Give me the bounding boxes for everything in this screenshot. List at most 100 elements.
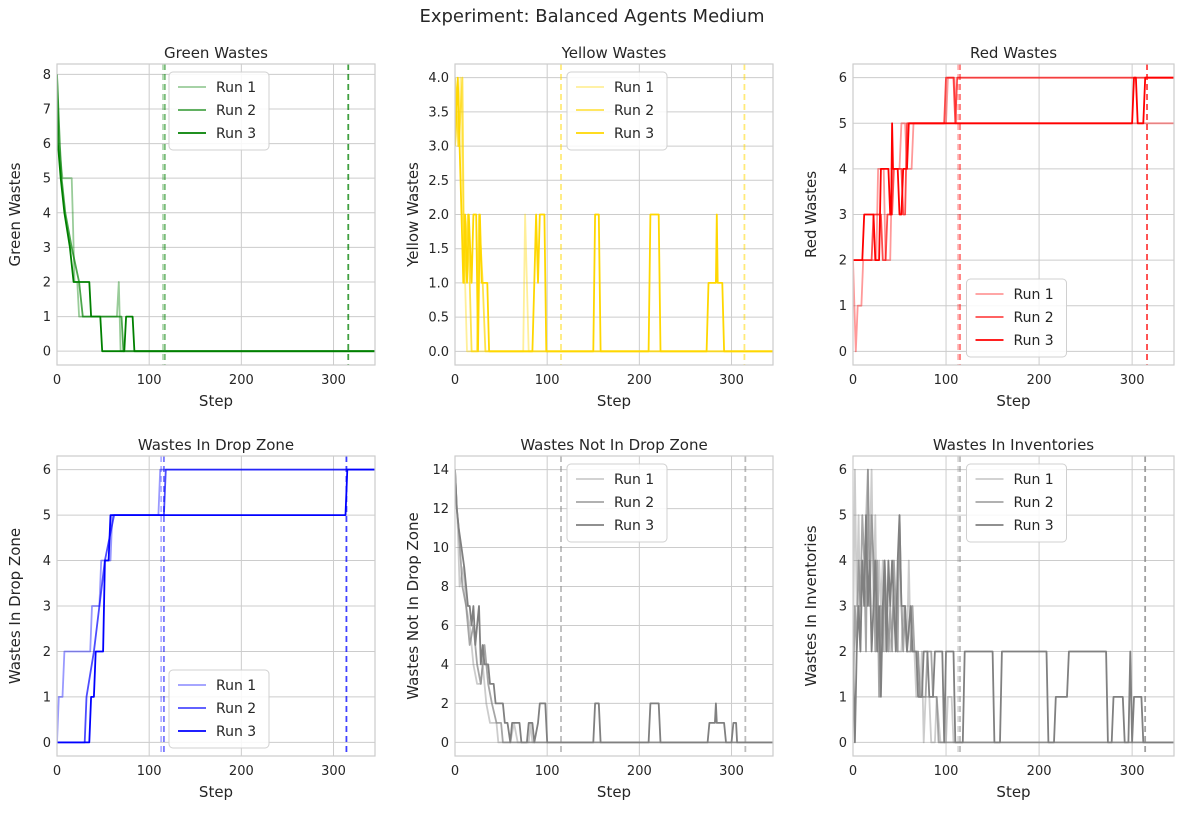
y-tick-label: 1 [839, 299, 847, 314]
x-axis-label: Step [199, 783, 233, 801]
y-axis-label: Wastes In Drop Zone [6, 528, 24, 684]
x-tick-label: 300 [719, 373, 744, 388]
y-tick-label: 2 [43, 645, 51, 660]
x-axis-label: Step [996, 783, 1030, 801]
subplot-1: 0 100 200 300 0 1 2 3 4 5 6 7 8 Green Wastes Step Green… [6, 44, 376, 410]
y-tick-label: 3.0 [428, 140, 449, 155]
y-tick-label: 5 [43, 172, 51, 187]
subplot-title: Red Wastes [970, 44, 1057, 62]
legend-label: Run 1 [1014, 472, 1054, 488]
x-tick-label: 0 [849, 373, 857, 388]
x-tick-label: 200 [1027, 764, 1052, 779]
plot-frame [56, 455, 376, 757]
legend: Run 1 Run 2 Run 3 [966, 278, 1067, 358]
x-tick-label: 100 [934, 373, 959, 388]
y-tick-label: 6 [839, 463, 847, 478]
legend-label: Run 2 [1014, 310, 1054, 326]
legend-label: Run 2 [614, 103, 654, 119]
y-tick-label: 4 [839, 554, 847, 569]
y-tick-label: 3 [839, 600, 847, 615]
legend: Run 1 Run 2 Run 3 [566, 463, 668, 543]
legend-label: Run 3 [1014, 518, 1054, 534]
plot-frame [852, 63, 1175, 366]
legend-label: Run 3 [614, 518, 654, 534]
y-tick-label: 2 [441, 697, 449, 712]
legend-box [566, 463, 668, 543]
series-line-run-3 [455, 76, 773, 353]
legend: Run 1 Run 2 Run 3 [966, 463, 1067, 543]
x-axis-label: Step [996, 392, 1030, 410]
legend: Run 1 Run 2 Run 3 [168, 71, 270, 151]
y-tick-label: 3 [43, 600, 51, 615]
y-tick-label: 14 [432, 463, 449, 478]
series-line-run-1 [853, 468, 1174, 744]
y-tick-label: 3 [43, 241, 51, 256]
series-line-run-3 [853, 514, 1174, 744]
y-tick-label: 0.5 [428, 311, 449, 326]
y-tick-label: 12 [432, 502, 449, 517]
y-tick-label: 4 [43, 554, 51, 569]
y-tick-label: 5 [839, 509, 847, 524]
y-axis-label: Wastes In Inventories [802, 525, 820, 686]
x-tick-label: 0 [849, 764, 857, 779]
y-axis-label: Yellow Wastes [404, 162, 422, 268]
series-line-run-3 [57, 74, 375, 353]
legend-box [566, 71, 668, 151]
subplot-title: Green Wastes [164, 44, 268, 62]
x-tick-label: 100 [535, 764, 560, 779]
legend-box [168, 669, 270, 749]
y-tick-label: 6 [43, 137, 51, 152]
subplot-3: 0 100 200 300 0 1 2 3 4 5 6 Red Wastes Step Red Waste… [802, 44, 1175, 410]
x-axis-label: Step [597, 392, 631, 410]
y-tick-label: 2 [839, 254, 847, 269]
series-line-run-2 [455, 76, 773, 353]
y-tick-label: 0 [43, 736, 51, 751]
subplot-title: Wastes In Drop Zone [138, 436, 294, 454]
legend-box [966, 278, 1067, 358]
y-tick-label: 1.5 [428, 242, 449, 257]
y-tick-label: 0 [43, 345, 51, 360]
subplot-title: Wastes Not In Drop Zone [520, 436, 707, 454]
x-tick-label: 300 [1120, 373, 1145, 388]
y-tick-label: 10 [432, 541, 449, 556]
x-tick-label: 200 [229, 764, 254, 779]
y-axis-label: Red Wastes [802, 171, 820, 258]
legend-label: Run 2 [216, 103, 256, 119]
y-tick-label: 1 [839, 690, 847, 705]
x-tick-label: 100 [137, 764, 162, 779]
subplot-5: 0 100 200 300 0 2 4 6 8 10 12 14 Wastes Not In Drop … [404, 436, 774, 801]
y-tick-label: 1 [43, 690, 51, 705]
y-tick-label: 1 [43, 310, 51, 325]
y-tick-label: 5 [43, 509, 51, 524]
x-tick-label: 200 [229, 373, 254, 388]
plot-frame [56, 63, 376, 366]
y-tick-label: 1.0 [428, 276, 449, 291]
series-line-run-2 [57, 74, 375, 353]
y-tick-label: 8 [43, 68, 51, 83]
x-tick-label: 300 [321, 373, 346, 388]
plot-frame [852, 455, 1175, 757]
y-axis-label: Green Wastes [6, 162, 24, 266]
legend-label: Run 2 [216, 701, 256, 717]
x-tick-label: 100 [535, 373, 560, 388]
y-tick-label: 0.0 [428, 345, 449, 360]
y-tick-label: 5 [839, 117, 847, 132]
x-tick-label: 300 [719, 764, 744, 779]
x-tick-label: 300 [1120, 764, 1145, 779]
y-tick-label: 3.5 [428, 105, 449, 120]
subplot-title: Yellow Wastes [561, 44, 667, 62]
y-tick-label: 0 [839, 736, 847, 751]
legend-label: Run 3 [216, 724, 256, 740]
x-tick-label: 200 [1027, 373, 1052, 388]
series-line-run-3 [853, 76, 1174, 261]
x-tick-label: 0 [53, 764, 61, 779]
subplot-title: Wastes In Inventories [933, 436, 1094, 454]
legend-label: Run 1 [614, 80, 654, 96]
x-tick-label: 0 [53, 373, 61, 388]
legend-box [966, 463, 1067, 543]
legend-label: Run 2 [614, 495, 654, 511]
y-tick-label: 2 [43, 275, 51, 290]
y-tick-label: 0 [441, 736, 449, 751]
x-tick-label: 200 [627, 373, 652, 388]
